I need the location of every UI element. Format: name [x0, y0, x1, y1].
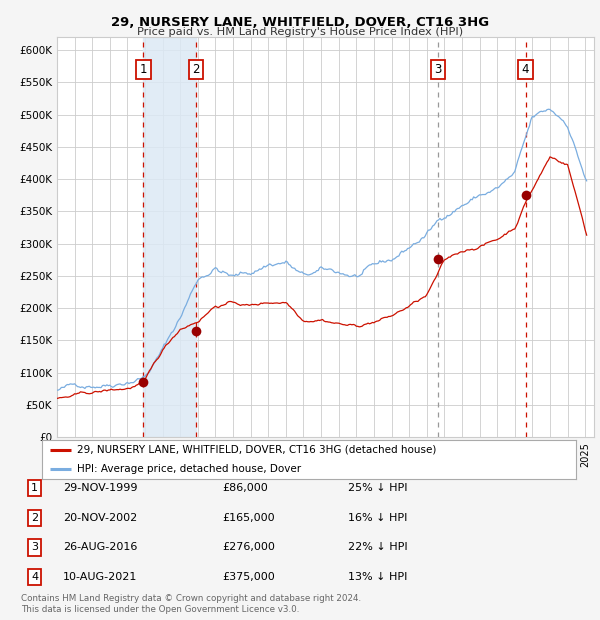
- Text: 29-NOV-1999: 29-NOV-1999: [63, 483, 137, 493]
- Text: 13% ↓ HPI: 13% ↓ HPI: [348, 572, 407, 582]
- Text: 29, NURSERY LANE, WHITFIELD, DOVER, CT16 3HG (detached house): 29, NURSERY LANE, WHITFIELD, DOVER, CT16…: [77, 445, 436, 455]
- Text: £165,000: £165,000: [222, 513, 275, 523]
- Text: 26-AUG-2016: 26-AUG-2016: [63, 542, 137, 552]
- Text: 29, NURSERY LANE, WHITFIELD, DOVER, CT16 3HG: 29, NURSERY LANE, WHITFIELD, DOVER, CT16…: [111, 16, 489, 29]
- Text: HPI: Average price, detached house, Dover: HPI: Average price, detached house, Dove…: [77, 464, 301, 474]
- Text: 3: 3: [31, 542, 38, 552]
- Text: 10-AUG-2021: 10-AUG-2021: [63, 572, 137, 582]
- Text: Price paid vs. HM Land Registry's House Price Index (HPI): Price paid vs. HM Land Registry's House …: [137, 27, 463, 37]
- Text: £86,000: £86,000: [222, 483, 268, 493]
- Text: This data is licensed under the Open Government Licence v3.0.: This data is licensed under the Open Gov…: [21, 604, 299, 614]
- Text: 1: 1: [140, 63, 147, 76]
- Text: 4: 4: [31, 572, 38, 582]
- Text: £375,000: £375,000: [222, 572, 275, 582]
- Text: 16% ↓ HPI: 16% ↓ HPI: [348, 513, 407, 523]
- Text: 20-NOV-2002: 20-NOV-2002: [63, 513, 137, 523]
- Text: 4: 4: [522, 63, 529, 76]
- Text: Contains HM Land Registry data © Crown copyright and database right 2024.: Contains HM Land Registry data © Crown c…: [21, 593, 361, 603]
- Text: 2: 2: [192, 63, 200, 76]
- Text: 25% ↓ HPI: 25% ↓ HPI: [348, 483, 407, 493]
- Text: 3: 3: [434, 63, 442, 76]
- Text: £276,000: £276,000: [222, 542, 275, 552]
- Bar: [143, 37, 196, 437]
- Text: 1: 1: [31, 483, 38, 493]
- Text: 22% ↓ HPI: 22% ↓ HPI: [348, 542, 407, 552]
- Text: 2: 2: [31, 513, 38, 523]
